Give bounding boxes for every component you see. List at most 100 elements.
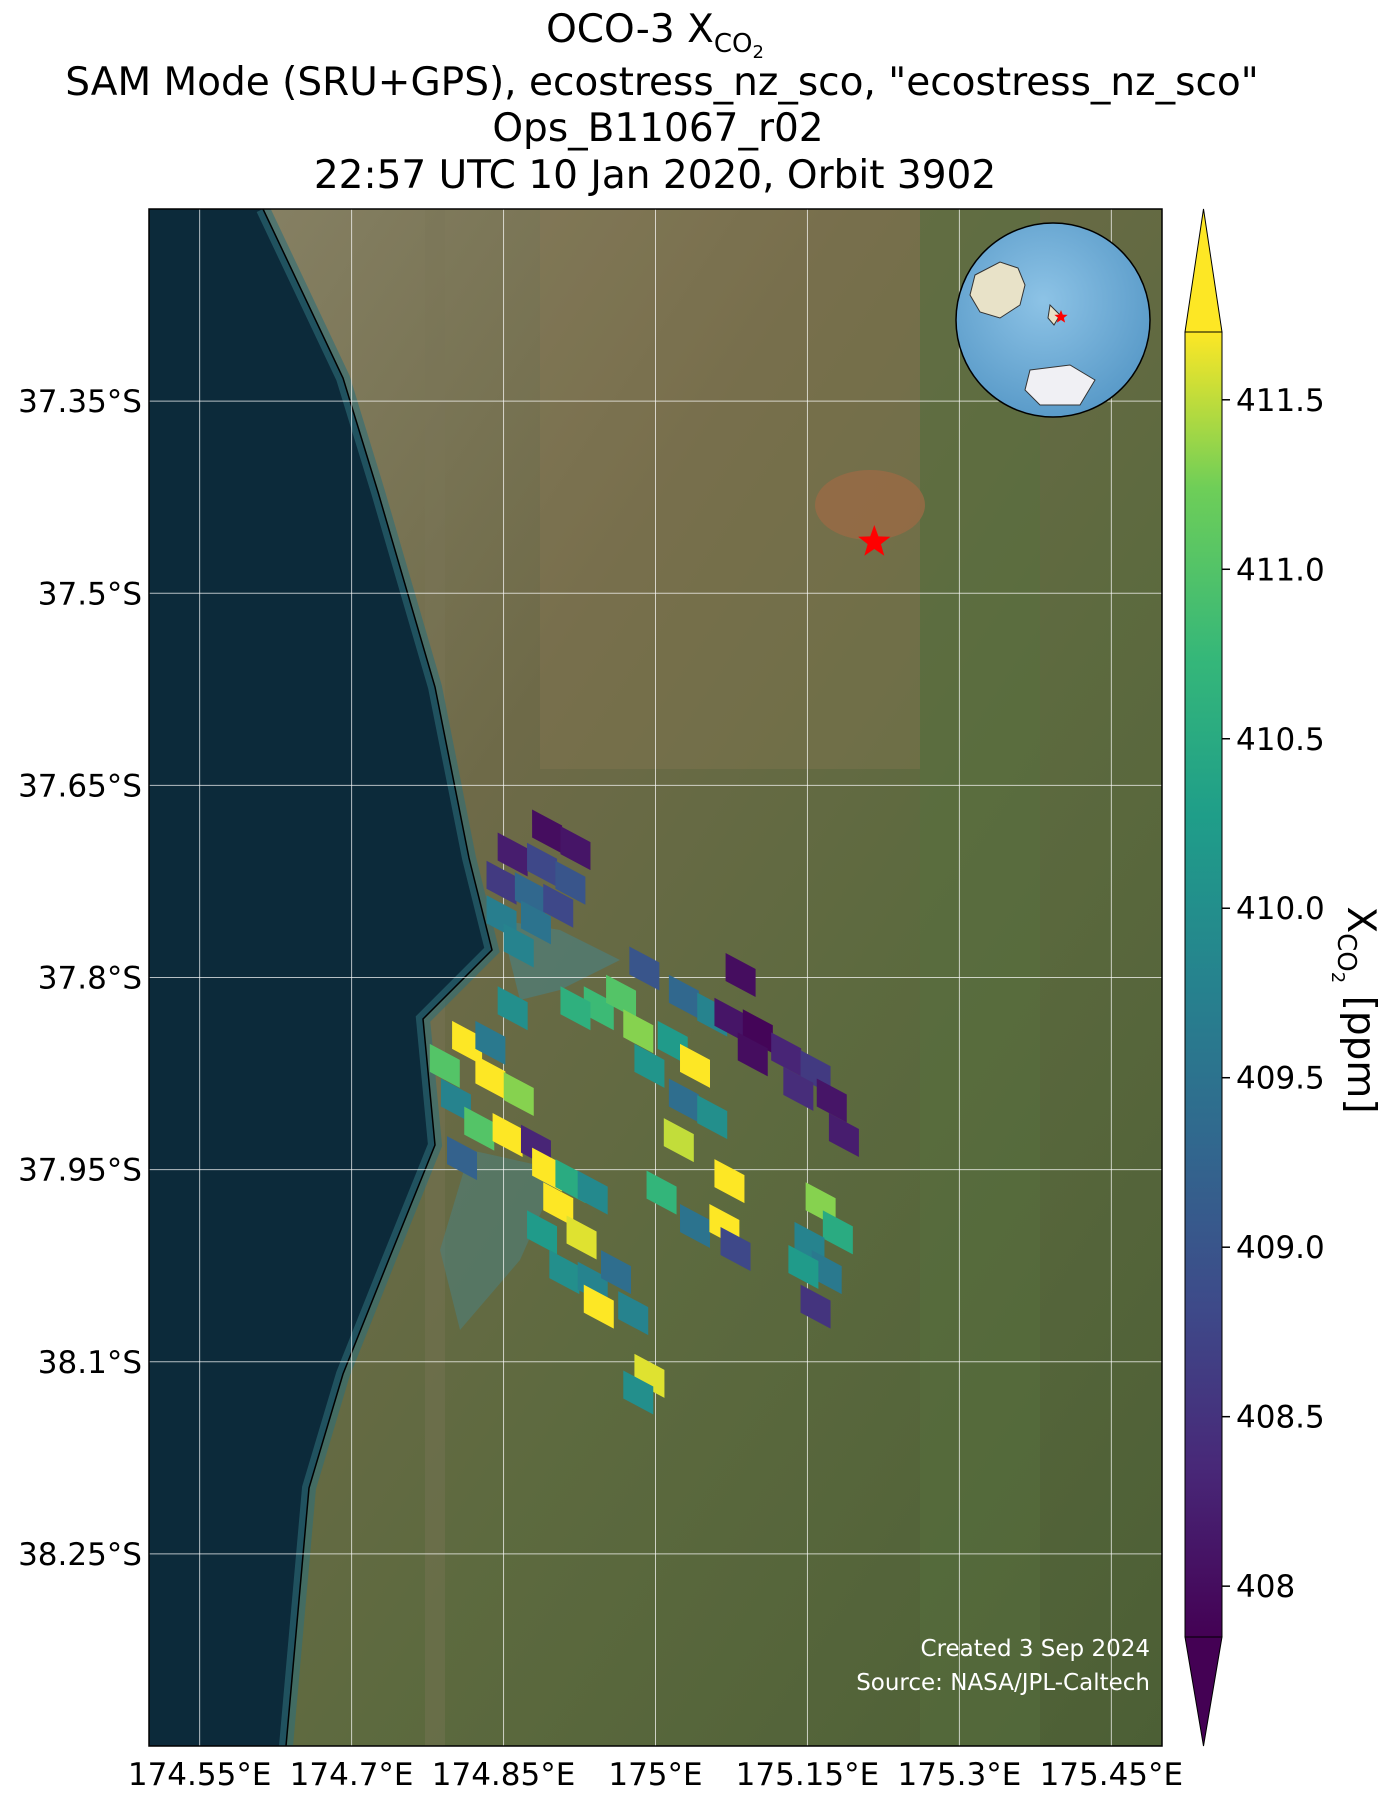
footprint xyxy=(527,1210,558,1255)
y-tick-label: 37.35°S xyxy=(18,384,142,420)
footprint xyxy=(475,1055,506,1100)
y-tick-label: 37.65°S xyxy=(18,768,142,804)
antarctica xyxy=(1024,364,1096,406)
y-tick-label: 38.25°S xyxy=(18,1537,142,1573)
subtitle: 22:57 UTC 10 Jan 2020, Orbit 3902 xyxy=(314,153,996,198)
footprint xyxy=(680,1203,711,1248)
title: OCO-3 XCO2 SAM Mode (SRU+GPS), ecostress… xyxy=(65,7,1258,198)
footprint xyxy=(646,1170,677,1215)
footprint xyxy=(514,872,545,917)
y-tick-label: 37.5°S xyxy=(38,576,142,612)
globe-target xyxy=(1054,310,1068,323)
footprint xyxy=(560,826,591,871)
footprint xyxy=(697,1095,728,1140)
footprint xyxy=(543,1182,574,1227)
subtitle: SAM Mode (SRU+GPS), ecostress_nz_sco, "e… xyxy=(65,60,1258,105)
map-frame xyxy=(148,208,1163,1747)
colorbar-tick-label: 409.5 xyxy=(1236,1061,1325,1097)
colorbar-ticks: 408 408.5 409.0 409.5 410.0 410.5 411.0 411.5 xyxy=(1222,383,1325,1605)
x-tick-label: 175°E xyxy=(608,1757,702,1793)
footprint xyxy=(816,1078,847,1123)
footprint xyxy=(560,986,591,1031)
footprint xyxy=(497,986,528,1031)
cbar-label-main: X xyxy=(1338,906,1383,933)
footprint xyxy=(725,952,756,997)
footprint xyxy=(623,1370,654,1415)
footprint xyxy=(800,1284,831,1329)
footprint xyxy=(634,1043,665,1088)
footprint xyxy=(486,860,517,905)
footprint xyxy=(452,1020,483,1065)
footprint xyxy=(566,1215,597,1260)
title-sub: CO xyxy=(714,29,753,59)
footprint xyxy=(668,1078,699,1123)
harbour xyxy=(440,1150,560,1330)
footprint xyxy=(464,1106,495,1151)
footprint xyxy=(527,842,558,887)
australia xyxy=(969,261,1026,319)
target-marker xyxy=(858,525,891,556)
title-line: OCO-3 XCO2 xyxy=(546,7,764,63)
colorbar-label: XCO2 [ppm] xyxy=(1327,906,1383,1113)
footprint xyxy=(742,1009,773,1054)
title-subsub: 2 xyxy=(752,42,763,63)
coastline xyxy=(262,209,493,1746)
y-tick-label: 37.95°S xyxy=(18,1153,142,1189)
footprint xyxy=(714,1159,745,1204)
footprint xyxy=(543,883,574,928)
colorbar-tick-label: 411.0 xyxy=(1236,552,1325,588)
x-tick-label: 174.55°E xyxy=(128,1757,272,1793)
footprint xyxy=(737,1032,768,1077)
colorbar-tick-label: 408.5 xyxy=(1236,1400,1325,1436)
footprints xyxy=(429,809,859,1415)
footprint xyxy=(583,1284,614,1329)
colorbar-extend-min xyxy=(1184,1636,1223,1747)
cbar-label-unit: [ppm] xyxy=(1338,983,1383,1113)
footprint xyxy=(503,923,534,968)
footprint xyxy=(629,946,660,991)
colorbar-body xyxy=(1184,331,1223,1638)
footprint xyxy=(583,986,614,1031)
footprint xyxy=(720,1227,751,1272)
subtitle: Ops_B11067_r02 xyxy=(492,106,823,151)
credit: Source: NASA/JPL-Caltech xyxy=(856,1670,1150,1696)
x-tick-label: 175.45°E xyxy=(1040,1757,1184,1793)
footprint xyxy=(475,1020,506,1065)
footprint xyxy=(680,1043,711,1088)
x-tick-label: 175.15°E xyxy=(736,1757,880,1793)
footprint xyxy=(532,1147,563,1192)
colorbar-tick-label: 410.5 xyxy=(1236,722,1325,758)
x-tick-label: 175.3°E xyxy=(897,1757,1021,1793)
y-tick-label: 37.8°S xyxy=(38,961,142,997)
footprint xyxy=(447,1136,478,1181)
footprint xyxy=(668,974,699,1019)
footprint xyxy=(822,1210,853,1255)
footprint xyxy=(606,974,637,1019)
colorbar-tick-label: 409.0 xyxy=(1236,1230,1325,1266)
footprint xyxy=(497,832,528,877)
footprint xyxy=(714,997,745,1042)
footprint xyxy=(811,1250,842,1295)
footprint xyxy=(618,1291,649,1336)
footprint xyxy=(577,1170,608,1215)
title-main: OCO-3 X xyxy=(546,7,714,52)
footprint xyxy=(634,1353,665,1398)
footprint xyxy=(600,1250,631,1295)
footprint xyxy=(440,1078,471,1123)
footprint xyxy=(549,1250,580,1295)
footprint xyxy=(783,1066,814,1111)
colorbar: XCO2 [ppm] xyxy=(1184,208,1383,1747)
footprint xyxy=(503,1072,534,1117)
footprint xyxy=(828,1113,859,1158)
footprint xyxy=(520,900,551,945)
footprint xyxy=(623,1009,654,1054)
x-tick-label: 174.85°E xyxy=(432,1757,576,1793)
new-zealand xyxy=(1047,303,1061,326)
footprint xyxy=(532,809,563,854)
footprint xyxy=(663,1118,694,1163)
cbar-label-sub: CO xyxy=(1331,933,1361,972)
y-tick-label: 38.1°S xyxy=(38,1345,142,1381)
globe-inset xyxy=(955,222,1151,418)
colorbar-tick-label: 410.0 xyxy=(1236,891,1325,927)
